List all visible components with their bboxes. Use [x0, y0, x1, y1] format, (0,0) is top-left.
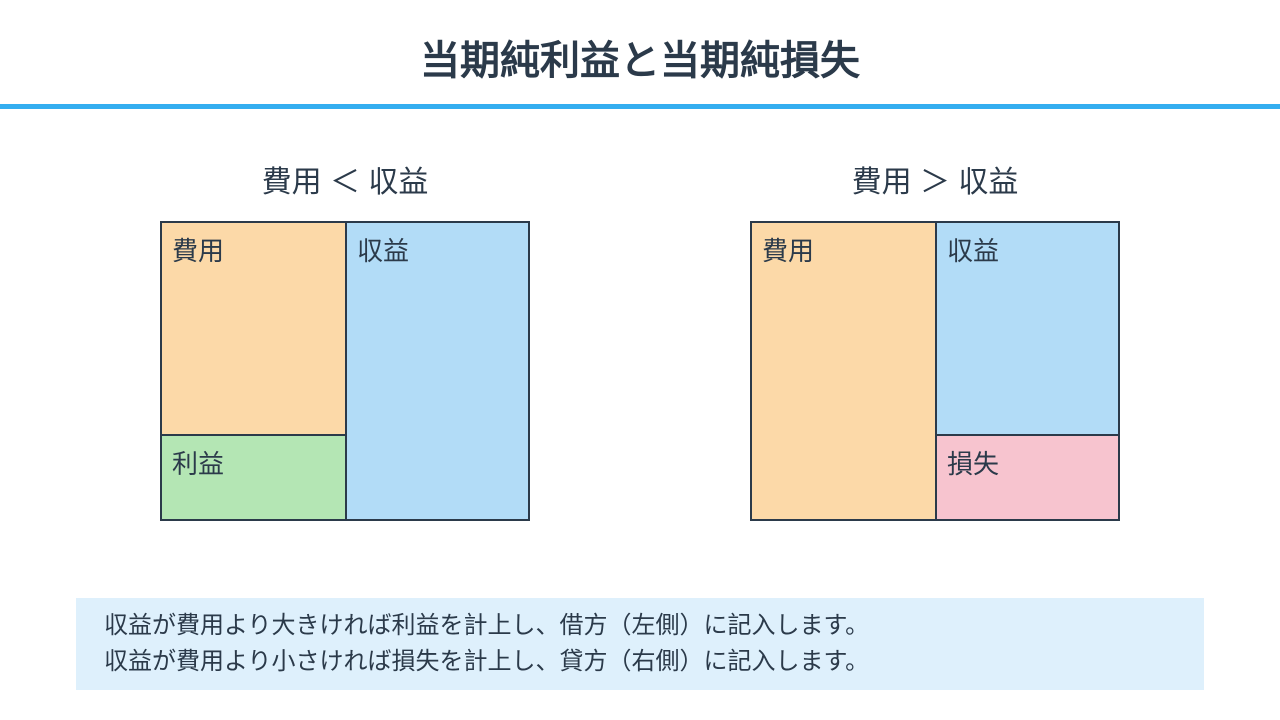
loss-cell: 損失 [935, 436, 1120, 521]
revenue-cell: 収益 [935, 221, 1120, 436]
loss-panel: 費用 ＞ 収益 費用 収益 損失 [750, 157, 1120, 521]
loss-credit-column: 収益 損失 [935, 221, 1120, 521]
footer-line-2: 収益が費用より小さければ損失を計上し、貸方（右側）に記入します。 [104, 644, 1176, 680]
diagram-row: 費用 ＜ 収益 費用 利益 収益 費用 ＞ 収益 費用 収益 損失 [0, 157, 1280, 521]
loss-debit-column: 費用 [750, 221, 935, 521]
profit-credit-column: 収益 [345, 221, 530, 521]
expense-cell: 費用 [160, 221, 345, 436]
title-rule [0, 104, 1280, 109]
profit-panel: 費用 ＜ 収益 費用 利益 収益 [160, 157, 530, 521]
page: 当期純利益と当期純損失 費用 ＜ 収益 費用 利益 収益 費用 ＞ 収益 費用 [0, 0, 1280, 720]
profit-t-account: 費用 利益 収益 [160, 221, 530, 521]
expense-cell: 費用 [750, 221, 935, 521]
loss-panel-heading: 費用 ＞ 収益 [750, 157, 1120, 201]
profit-debit-column: 費用 利益 [160, 221, 345, 521]
profit-panel-heading: 費用 ＜ 収益 [160, 157, 530, 201]
page-title: 当期純利益と当期純損失 [0, 0, 1280, 104]
footer-line-1: 収益が費用より大きければ利益を計上し、借方（左側）に記入します。 [104, 608, 1176, 644]
loss-t-account: 費用 収益 損失 [750, 221, 1120, 521]
explanation-footer: 収益が費用より大きければ利益を計上し、借方（左側）に記入します。 収益が費用より… [76, 598, 1204, 690]
revenue-cell: 収益 [345, 221, 530, 521]
profit-cell: 利益 [160, 436, 345, 521]
